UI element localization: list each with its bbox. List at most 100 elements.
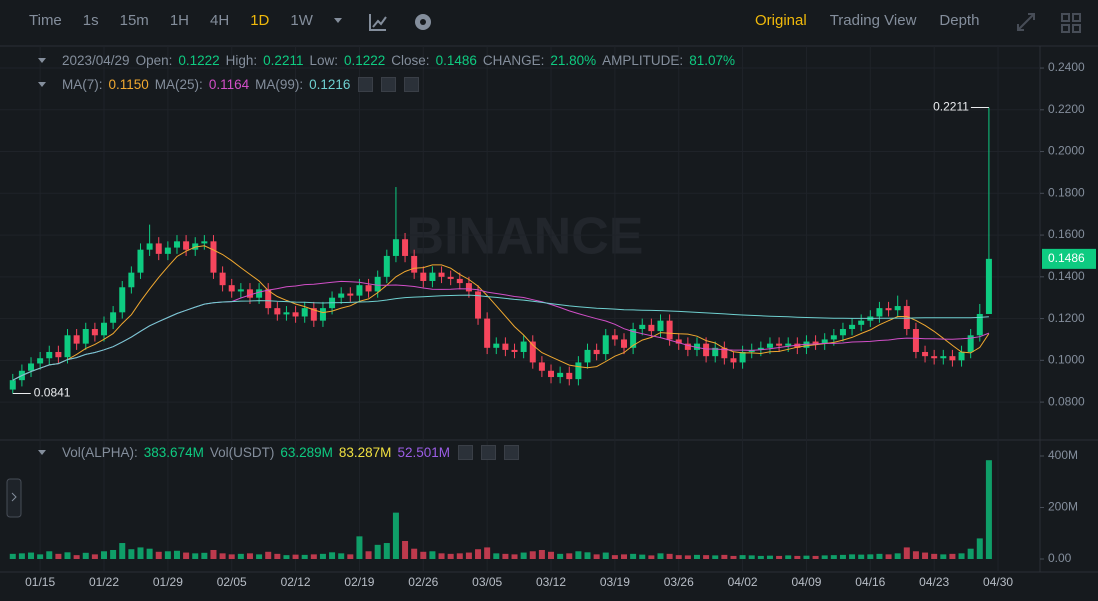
candle-body [219,272,226,286]
volume-bar [712,555,719,560]
info-label: Open: [135,53,173,68]
y-tick-label: 0.2000 [1048,144,1085,158]
interval-active[interactable]: 1D [250,12,270,29]
volume-bar [684,555,691,560]
volume-bar [575,551,582,560]
candle-body [347,293,354,296]
volume-bar [301,554,308,560]
x-tick-label: 02/05 [217,575,247,589]
view-option-active[interactable]: Original [755,12,807,29]
interval[interactable]: 1s [82,12,99,29]
volume-bar [538,549,545,560]
candle-body [447,276,454,279]
candle-body [538,362,545,371]
indicator-gear-icon[interactable] [480,445,496,460]
y-tick-label: 0.1400 [1048,269,1085,283]
candle-body [9,380,16,390]
volume-bar [967,548,974,560]
indicator-close-icon[interactable] [404,77,420,92]
volume-bar [237,553,244,560]
indicator-eye-icon[interactable] [358,77,374,92]
chart-type-icon[interactable] [369,14,387,31]
info-label: Close: [391,53,430,68]
volume-bar [912,551,919,560]
indicator-name: MA(7): [62,77,103,92]
info-label: Low: [309,53,338,68]
candle-body [794,343,801,348]
last-price-label: 0.1486 [1048,251,1085,265]
collapse-toggle[interactable] [38,450,46,455]
y-tick-label: 0.1200 [1048,311,1085,325]
volume-bar [812,555,819,560]
indicator-close-icon[interactable] [503,445,519,460]
volume-bar [894,553,901,560]
x-tick-label: 03/19 [600,575,630,589]
volume-bar [383,543,390,560]
candle-body [529,341,536,363]
volume-bar [347,554,354,560]
candle-body [502,343,509,350]
info-value: 0.1222 [344,53,386,68]
candle-body [557,372,564,378]
candle-body [684,343,691,350]
indicator-value: 0.1150 [108,77,149,92]
indicator-gear-icon[interactable] [381,77,397,92]
candle-body [657,320,664,332]
view-option[interactable]: Depth [939,12,980,29]
candle-body [110,312,117,323]
ohlc-info: 2023/04/29 Open: 0.1222 High: 0.2211 Low: 0… [38,53,735,68]
x-tick-label: 04/30 [983,575,1013,589]
x-tick-label: 02/19 [344,575,374,589]
candle-body [183,241,190,250]
interval[interactable]: 1W [290,12,313,29]
candle-body [292,312,299,317]
candle-body [210,241,217,273]
ma-line [12,294,989,381]
settings-icon[interactable] [415,14,431,30]
candle-body [456,278,463,284]
candle-body [575,362,582,380]
more-dropdown[interactable] [333,18,342,23]
volume-bar [319,553,326,560]
candle-body [967,335,974,352]
volume-bar [502,553,509,560]
candle-body [976,313,983,336]
candle-body [885,308,892,311]
y-tick-label: 0.00 [1048,551,1072,565]
volume-bar [283,555,290,560]
expand-button[interactable] [6,478,22,518]
interval[interactable]: Time [29,12,62,29]
candle-body [839,329,846,336]
layout-icon[interactable] [1061,13,1081,33]
interval[interactable]: 15m [119,12,149,29]
x-tick-label: 04/23 [919,575,949,589]
interval[interactable]: 1H [169,12,189,29]
candle-body [392,239,399,256]
volume-bar [91,554,98,560]
volume-bar [137,547,144,560]
candle-body [73,335,80,344]
candle-body [228,285,235,292]
candle-body [693,343,700,350]
fullscreen-icon[interactable] [1017,13,1035,31]
y-tick-label: 0.1600 [1048,227,1085,241]
interval[interactable]: 4H [210,12,230,29]
volume-bar [867,554,874,560]
collapse-toggle[interactable] [38,82,46,87]
volume-bar [64,552,71,560]
volume-bar [766,555,773,560]
volume-bar [776,555,783,560]
view-option[interactable]: Trading View [829,12,917,29]
volume-label: 83.287M [338,445,392,460]
indicator-eye-icon[interactable] [457,445,473,460]
collapse-toggle[interactable] [38,58,46,63]
candle-body [812,341,819,344]
candle-body [411,255,418,273]
candle-body [858,320,865,325]
y-tick-label: 0.1000 [1048,353,1085,367]
volume-bar [338,553,345,560]
candle-body [776,343,783,346]
candle-body [940,356,947,359]
